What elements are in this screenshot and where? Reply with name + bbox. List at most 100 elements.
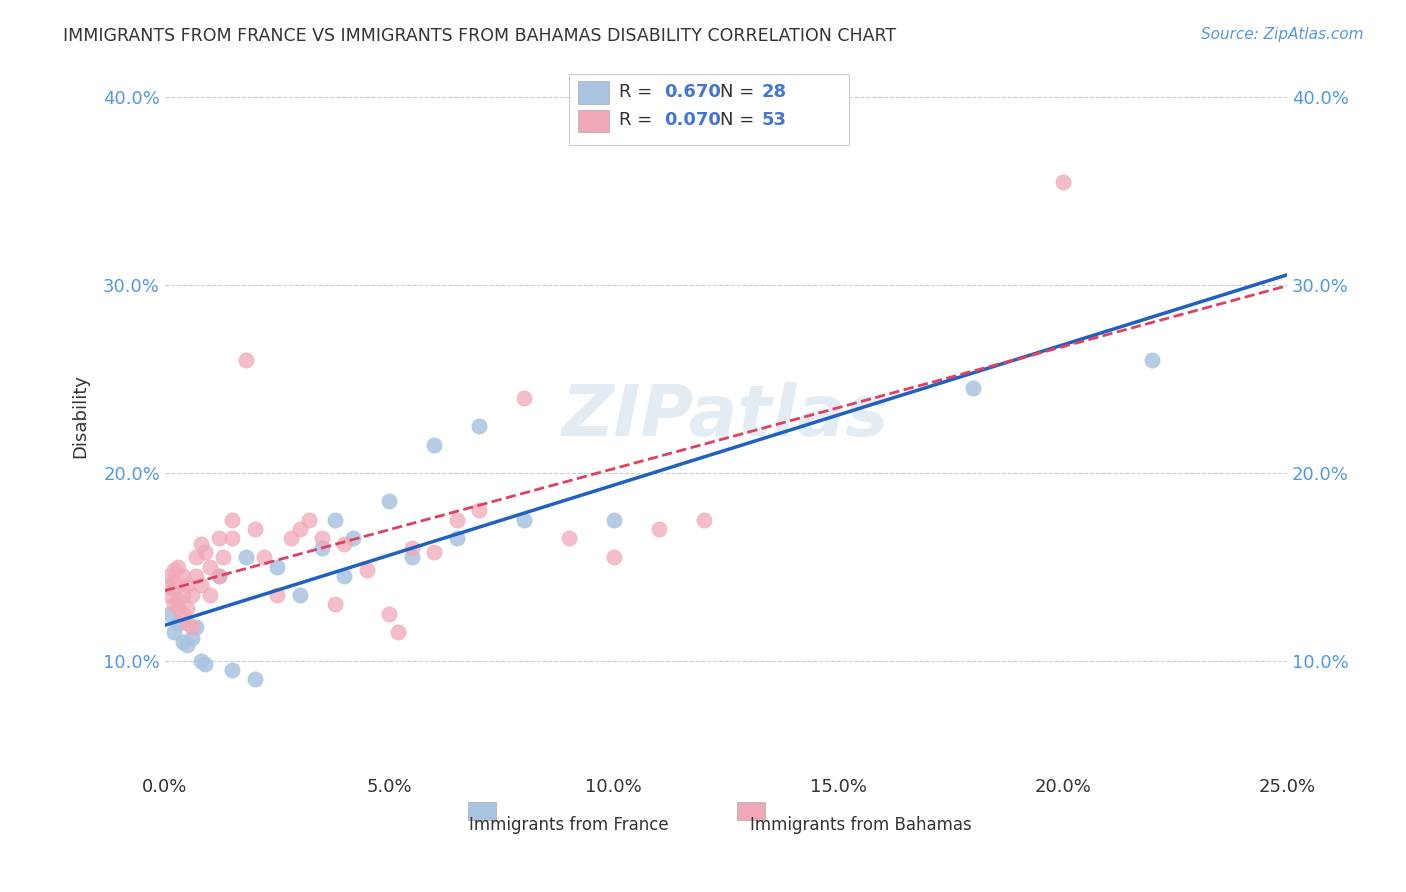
Point	[266, 559, 288, 574]
Point	[172, 634, 194, 648]
Point	[163, 625, 186, 640]
Point	[288, 588, 311, 602]
Point	[198, 588, 221, 602]
Point	[692, 513, 714, 527]
FancyBboxPatch shape	[468, 802, 496, 820]
Point	[180, 631, 202, 645]
Point	[280, 532, 302, 546]
Point	[311, 532, 333, 546]
Point	[186, 620, 208, 634]
Point	[288, 522, 311, 536]
Point	[603, 550, 626, 565]
Text: N =: N =	[720, 112, 761, 129]
Point	[167, 615, 190, 630]
Point	[325, 513, 347, 527]
FancyBboxPatch shape	[569, 74, 849, 145]
Point	[186, 569, 208, 583]
FancyBboxPatch shape	[578, 110, 609, 132]
Point	[266, 588, 288, 602]
Point	[1052, 175, 1074, 189]
Point	[212, 550, 235, 565]
Point	[378, 607, 401, 621]
Text: R =: R =	[620, 83, 658, 101]
Point	[333, 569, 356, 583]
Point	[176, 578, 198, 592]
Point	[176, 615, 198, 630]
Point	[401, 550, 423, 565]
Point	[176, 601, 198, 615]
Point	[297, 513, 319, 527]
Point	[167, 601, 190, 615]
Point	[221, 532, 243, 546]
Point	[468, 503, 491, 517]
Text: N =: N =	[720, 83, 761, 101]
Point	[186, 550, 208, 565]
Point	[176, 639, 198, 653]
Text: Immigrants from France: Immigrants from France	[470, 816, 669, 834]
Text: 28: 28	[762, 83, 787, 101]
Point	[167, 593, 190, 607]
Text: 0.670: 0.670	[664, 83, 721, 101]
FancyBboxPatch shape	[578, 81, 609, 103]
Point	[190, 578, 212, 592]
Point	[468, 418, 491, 433]
Point	[167, 559, 190, 574]
FancyBboxPatch shape	[737, 802, 765, 820]
Point	[180, 588, 202, 602]
Point	[208, 532, 231, 546]
Point	[221, 513, 243, 527]
Point	[208, 569, 231, 583]
Point	[423, 437, 446, 451]
Point	[163, 563, 186, 577]
Point	[172, 607, 194, 621]
Point	[423, 544, 446, 558]
Point	[446, 513, 468, 527]
Point	[221, 663, 243, 677]
Point	[962, 381, 984, 395]
Point	[243, 673, 266, 687]
Point	[446, 532, 468, 546]
Point	[172, 569, 194, 583]
Point	[356, 563, 378, 577]
Point	[325, 597, 347, 611]
Point	[190, 653, 212, 667]
Point	[401, 541, 423, 555]
Text: Immigrants from Bahamas: Immigrants from Bahamas	[749, 816, 972, 834]
Point	[252, 550, 274, 565]
Point	[378, 494, 401, 508]
Point	[342, 532, 364, 546]
Point	[558, 532, 581, 546]
Text: IMMIGRANTS FROM FRANCE VS IMMIGRANTS FROM BAHAMAS DISABILITY CORRELATION CHART: IMMIGRANTS FROM FRANCE VS IMMIGRANTS FRO…	[63, 27, 897, 45]
Y-axis label: Disability: Disability	[72, 375, 89, 458]
Text: 53: 53	[762, 112, 787, 129]
Point	[163, 582, 186, 596]
Point	[163, 574, 186, 589]
Point	[235, 353, 257, 368]
Point	[180, 620, 202, 634]
Point	[513, 391, 536, 405]
Point	[194, 544, 217, 558]
Point	[387, 625, 409, 640]
Point	[647, 522, 669, 536]
Text: ZIPatlas: ZIPatlas	[562, 382, 890, 450]
Point	[157, 588, 180, 602]
Point	[603, 513, 626, 527]
Text: 0.070: 0.070	[664, 112, 721, 129]
Point	[198, 559, 221, 574]
Text: Source: ZipAtlas.com: Source: ZipAtlas.com	[1201, 27, 1364, 42]
Point	[157, 578, 180, 592]
Point	[157, 569, 180, 583]
Point	[311, 541, 333, 555]
Point	[194, 657, 217, 672]
Point	[163, 597, 186, 611]
Point	[513, 513, 536, 527]
Point	[172, 588, 194, 602]
Text: R =: R =	[620, 112, 658, 129]
Point	[235, 550, 257, 565]
Point	[1142, 353, 1164, 368]
Point	[208, 569, 231, 583]
Point	[243, 522, 266, 536]
Point	[190, 537, 212, 551]
Point	[333, 537, 356, 551]
Point	[157, 607, 180, 621]
